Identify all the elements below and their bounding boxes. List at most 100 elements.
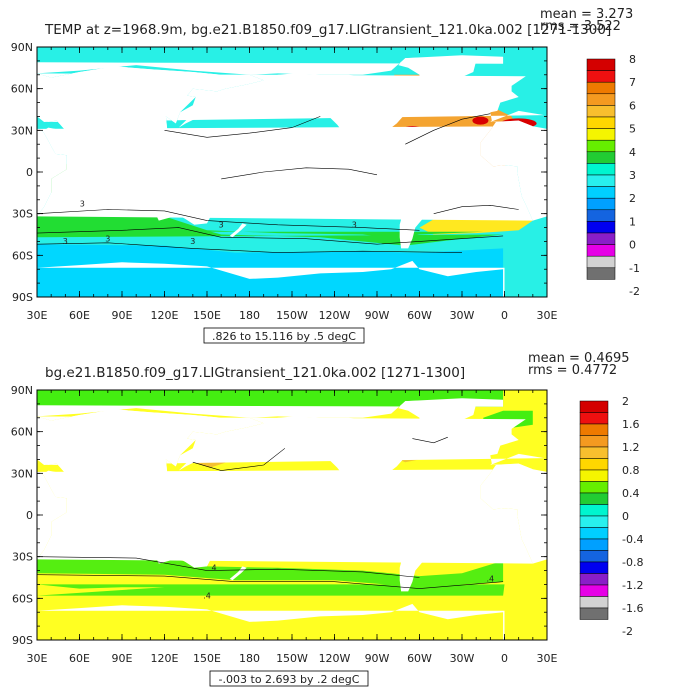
contour-label: 3 <box>190 237 195 246</box>
colorbar-swatch <box>579 400 609 413</box>
x-tick-label: 30E <box>27 309 48 322</box>
colorbar-swatch <box>586 139 616 153</box>
land-greenland <box>398 56 477 89</box>
contour-label: 4 <box>212 564 217 573</box>
colorbar-swatch <box>579 458 609 471</box>
contour-label: 3 <box>80 200 85 209</box>
axis-ticks <box>36 389 548 641</box>
colorbar-label: 0 <box>629 239 636 252</box>
colorbar-label: -1.6 <box>622 602 643 615</box>
land-arabia <box>44 470 79 497</box>
colorbar-swatch <box>586 58 616 71</box>
x-tick-label: 60W <box>407 652 432 665</box>
colorbar-swatch <box>586 197 616 211</box>
colorbar-swatch <box>586 186 616 199</box>
southern-band-2 <box>37 584 505 596</box>
land-australia <box>156 528 212 568</box>
colorbar-label: 6 <box>629 99 636 112</box>
colorbar-label: 3 <box>629 169 636 182</box>
contour-lines <box>37 436 504 589</box>
x-tick-label: 120W <box>319 309 351 322</box>
colorbar-swatch <box>586 70 616 83</box>
land-japan <box>178 452 196 471</box>
colorbar-swatch <box>579 573 609 586</box>
stats-line: rms = 3.522 <box>540 19 621 34</box>
colorbar-swatch <box>579 435 609 448</box>
contour-line <box>221 167 378 180</box>
arctic-band <box>37 390 504 407</box>
land-antarctica <box>37 260 505 297</box>
land-indonesia <box>129 508 207 529</box>
colorbar-label: -1 <box>629 262 640 275</box>
colorbar-label: -0.4 <box>622 533 643 546</box>
land-britain <box>494 434 504 446</box>
contour-label: 3 <box>352 221 357 230</box>
land-japan <box>178 109 196 128</box>
colorbar-swatch <box>579 481 609 494</box>
land-madagascar <box>56 188 66 207</box>
colorbar-label: 0.8 <box>622 464 640 477</box>
contour-line <box>37 574 504 589</box>
southern-band-2 <box>37 213 504 246</box>
contour-lines <box>37 113 519 253</box>
colorbar-label: 0.4 <box>622 487 640 500</box>
colorbar-label: 0 <box>622 510 629 523</box>
x-tick-label: 30W <box>450 309 475 322</box>
land-indonesia <box>129 165 207 186</box>
land-britain <box>494 91 504 103</box>
land-arabia <box>44 127 79 154</box>
colorbar-swatch <box>579 492 609 505</box>
land-mask <box>37 55 547 297</box>
land-west-africa <box>479 120 547 221</box>
colorbar: 2 1.6 1.2 0.8 0.4 0 -0.4 -0.8 -1.2 -1.6 -2 <box>579 395 643 638</box>
land-borneo <box>147 162 164 177</box>
land-greenland <box>398 399 477 432</box>
contour-line <box>405 113 491 145</box>
contour-line <box>37 556 420 578</box>
x-tick-label: 90W <box>365 309 390 322</box>
colorbar-swatch <box>586 244 616 257</box>
y-tick-label: 30N <box>11 124 33 137</box>
colorbar-swatch <box>579 561 609 574</box>
land-nz <box>229 223 247 238</box>
y-tick-label: 90N <box>11 41 33 54</box>
stats-line: mean = 3.273 <box>540 7 633 22</box>
colorbar-label: 2 <box>629 192 636 205</box>
colorbar-swatch <box>586 209 616 222</box>
land-australia <box>156 185 212 225</box>
colorbar-swatch <box>586 163 616 176</box>
land-east-africa <box>37 471 67 560</box>
y-tick-label: 60N <box>11 426 33 439</box>
range-note-box <box>203 327 365 344</box>
land-asia <box>37 66 264 171</box>
x-tick-label: 120W <box>319 652 351 665</box>
colorbar-label: 1 <box>629 215 636 228</box>
colorbar-label: -2 <box>629 285 640 298</box>
contour-label: 3 <box>105 234 110 243</box>
x-tick-label: 90W <box>365 652 390 665</box>
x-tick-label: 30E <box>537 309 558 322</box>
y-tick-label: 30S <box>12 551 33 564</box>
colorbar-label: 2 <box>622 395 629 408</box>
x-tick-label: 150W <box>276 309 308 322</box>
contour-line <box>37 227 504 245</box>
contour-line <box>433 204 519 214</box>
contour-label: 3 <box>63 237 68 246</box>
y-tick-label: 60N <box>11 83 33 96</box>
y-tick-label: 90N <box>11 384 33 397</box>
colorbar-swatch <box>586 128 616 141</box>
x-tick-label: 0 <box>501 309 508 322</box>
colorbar-swatch <box>586 81 616 95</box>
x-tick-label: 150E <box>193 309 221 322</box>
colorbar-swatch <box>586 93 616 106</box>
land-mask <box>37 398 547 640</box>
colorbar-swatch <box>579 584 609 597</box>
y-tick-label: 60S <box>12 592 33 605</box>
land-sam <box>389 156 455 249</box>
colorbar-swatch <box>579 527 609 540</box>
colorbar-swatch <box>579 550 609 563</box>
range-note: -.003 to 2.693 by .2 degC <box>219 673 360 686</box>
y-tick-label: 60S <box>12 249 33 262</box>
